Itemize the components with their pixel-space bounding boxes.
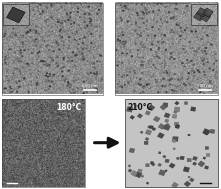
Polygon shape	[197, 8, 208, 17]
Polygon shape	[206, 153, 210, 157]
Polygon shape	[157, 132, 164, 139]
Polygon shape	[188, 176, 190, 178]
Polygon shape	[164, 113, 170, 118]
Polygon shape	[158, 123, 165, 129]
Polygon shape	[129, 148, 135, 153]
Polygon shape	[135, 105, 138, 107]
Polygon shape	[191, 107, 196, 111]
Polygon shape	[183, 167, 190, 172]
Polygon shape	[148, 126, 150, 128]
Polygon shape	[146, 182, 149, 184]
Polygon shape	[145, 137, 149, 141]
Polygon shape	[160, 104, 167, 110]
Polygon shape	[194, 12, 204, 21]
Polygon shape	[205, 146, 209, 149]
Polygon shape	[148, 105, 155, 111]
Polygon shape	[200, 12, 211, 22]
Polygon shape	[165, 159, 169, 163]
Polygon shape	[202, 8, 213, 17]
Polygon shape	[140, 131, 143, 134]
Polygon shape	[172, 114, 177, 119]
Polygon shape	[138, 169, 142, 173]
Polygon shape	[137, 114, 143, 118]
Polygon shape	[171, 182, 178, 188]
Polygon shape	[192, 156, 198, 160]
Polygon shape	[166, 124, 169, 126]
Polygon shape	[146, 164, 149, 167]
Polygon shape	[169, 163, 175, 168]
Polygon shape	[153, 116, 160, 122]
Polygon shape	[131, 170, 138, 177]
Polygon shape	[180, 156, 184, 160]
Polygon shape	[173, 110, 178, 114]
Polygon shape	[177, 157, 179, 160]
Polygon shape	[163, 124, 170, 131]
Polygon shape	[141, 175, 144, 177]
Text: 500 nm: 500 nm	[197, 84, 213, 88]
Polygon shape	[163, 155, 166, 158]
Polygon shape	[198, 161, 205, 167]
Polygon shape	[126, 106, 133, 112]
Polygon shape	[184, 181, 191, 187]
Bar	[125, 99, 218, 187]
Polygon shape	[188, 134, 190, 136]
Polygon shape	[189, 178, 194, 182]
Polygon shape	[151, 163, 155, 166]
Polygon shape	[159, 170, 166, 176]
Polygon shape	[172, 139, 177, 143]
Bar	[115, 3, 218, 94]
Polygon shape	[203, 130, 210, 135]
Polygon shape	[149, 125, 153, 129]
Polygon shape	[145, 111, 150, 115]
Polygon shape	[205, 166, 209, 169]
Polygon shape	[144, 141, 148, 145]
Text: 210°C: 210°C	[128, 103, 153, 112]
Polygon shape	[165, 119, 169, 122]
Polygon shape	[192, 162, 197, 165]
Polygon shape	[175, 124, 180, 129]
Polygon shape	[173, 137, 178, 141]
Polygon shape	[173, 148, 176, 150]
Polygon shape	[152, 128, 156, 130]
Bar	[191, 4, 217, 25]
Polygon shape	[163, 103, 168, 107]
Bar	[3, 4, 29, 25]
Polygon shape	[187, 158, 191, 162]
Polygon shape	[174, 122, 179, 126]
Text: 500 nm: 500 nm	[82, 84, 98, 88]
Polygon shape	[165, 170, 168, 172]
Polygon shape	[203, 157, 206, 159]
Polygon shape	[128, 169, 132, 172]
Polygon shape	[174, 107, 180, 112]
Polygon shape	[203, 129, 210, 135]
Polygon shape	[7, 7, 25, 23]
Polygon shape	[150, 161, 154, 164]
Polygon shape	[128, 165, 131, 167]
Bar	[2, 99, 85, 187]
Polygon shape	[135, 172, 142, 178]
Text: 180°C: 180°C	[57, 103, 82, 112]
Polygon shape	[175, 101, 179, 105]
Polygon shape	[145, 129, 152, 135]
Polygon shape	[158, 163, 162, 167]
Bar	[2, 3, 103, 94]
Polygon shape	[210, 129, 215, 134]
Polygon shape	[184, 102, 188, 105]
Polygon shape	[158, 152, 161, 154]
Polygon shape	[130, 115, 135, 119]
Bar	[125, 99, 218, 187]
